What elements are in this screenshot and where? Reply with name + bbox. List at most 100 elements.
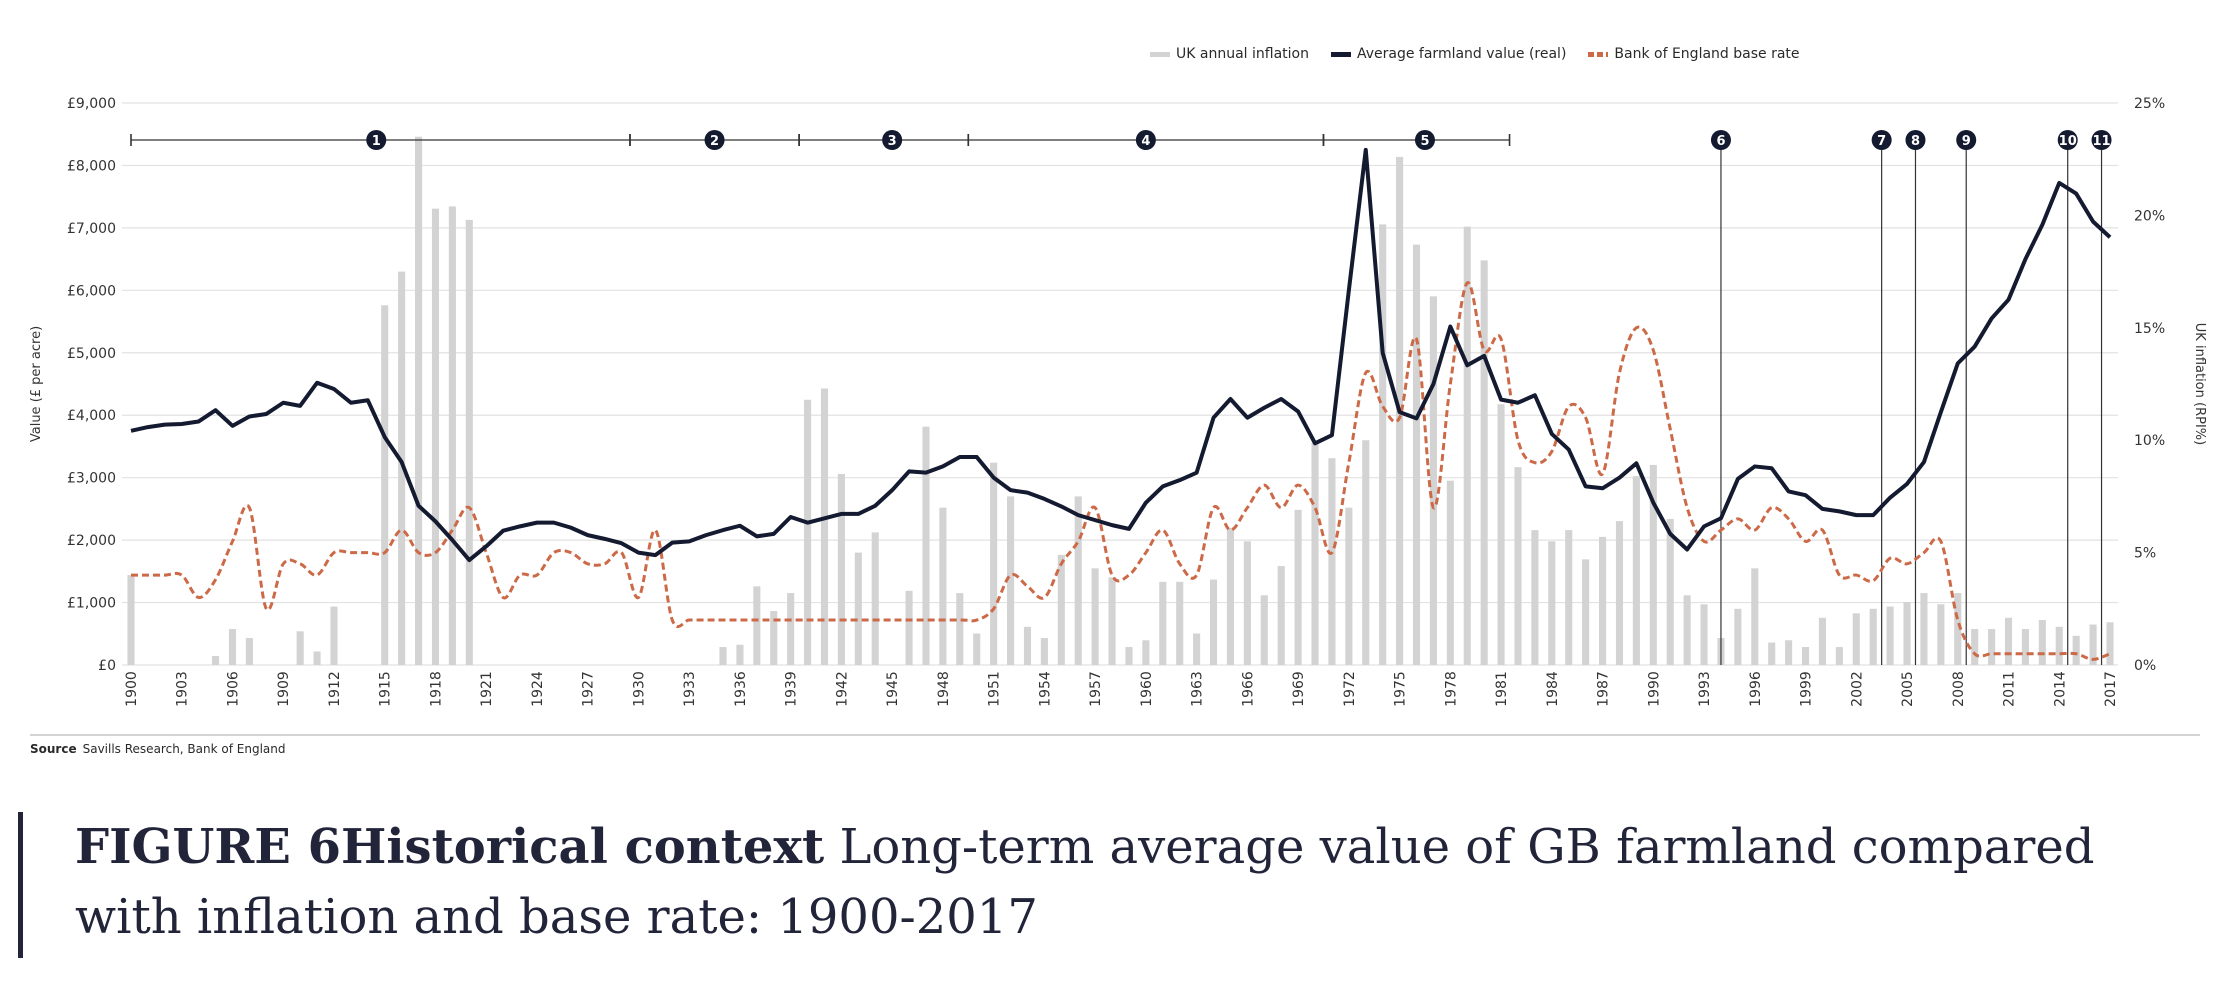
x-tick-label: 1939 [784, 671, 800, 707]
x-tick-label: 1930 [631, 671, 647, 707]
legend-label-farmland: Average farmland value (real) [1356, 46, 1567, 62]
y-left-tick-label: £1,000 [67, 596, 116, 612]
y-left-tick-label: £7,000 [67, 221, 116, 237]
y-right-tick-label: 25% [2134, 96, 2165, 112]
inflation-bar [1125, 647, 1133, 665]
period-marker-label: 8 [1911, 134, 1920, 149]
series-base-rate-line [130, 281, 2111, 661]
x-tick-label: 1963 [1190, 671, 1206, 707]
x-tick-label: 1912 [327, 671, 343, 707]
y-right-tick-label: 0% [2134, 658, 2156, 674]
x-tick-label: 1942 [834, 671, 850, 707]
inflation-bar [1311, 442, 1319, 665]
inflation-bar [1548, 541, 1556, 665]
inflation-bar [736, 644, 744, 665]
inflation-bar [313, 651, 321, 665]
inflation-bar [854, 552, 862, 665]
inflation-bar [1463, 226, 1471, 665]
inflation-bar [1649, 464, 1657, 665]
x-tick-label: 1984 [1545, 671, 1561, 707]
x-tick-label: 1921 [479, 671, 495, 707]
inflation-bar [1074, 496, 1082, 665]
inflation-bar [905, 590, 913, 665]
x-tick-label: 1975 [1393, 671, 1409, 707]
inflation-bar [1193, 633, 1201, 665]
inflation-bar [2021, 629, 2029, 665]
x-tick-label: 2005 [1900, 671, 1916, 707]
figure-title-rest: Long-term average value of GB farmland c… [75, 819, 2095, 945]
x-tick-label: 1933 [682, 671, 698, 707]
inflation-bar [990, 462, 998, 665]
y-right-tick-label: 5% [2134, 546, 2156, 562]
inflation-bar [1007, 496, 1015, 665]
inflation-bar [448, 206, 456, 665]
inflation-bar [1294, 509, 1302, 665]
y-left-tick-label: £4,000 [67, 408, 116, 424]
inflation-bar [1176, 581, 1184, 665]
y-left-tick-label: £6,000 [67, 283, 116, 299]
inflation-bar [1514, 467, 1522, 665]
source-text: Savills Research, Bank of England [82, 742, 286, 756]
inflation-bar [1379, 224, 1387, 665]
inflation-bar [1683, 595, 1691, 665]
period-marker-label: 10 [2059, 134, 2077, 149]
source-label: Source [30, 742, 77, 756]
inflation-bar [1582, 559, 1590, 665]
inflation-bar [871, 532, 879, 665]
inflation-bar [922, 426, 930, 665]
period-marker-label: 1 [372, 134, 381, 149]
figure-title: FIGURE 6Historical context Long-term ave… [75, 812, 2175, 952]
x-tick-label: 2017 [2103, 671, 2119, 707]
x-tick-label: 1945 [885, 671, 901, 707]
inflation-bar [1480, 260, 1488, 665]
legend-swatch-farmland [1330, 51, 1351, 57]
y-left-tick-label: £8,000 [67, 158, 116, 174]
inflation-bar [228, 629, 237, 665]
period-marker-circle [1710, 130, 1731, 150]
x-tick-label: 1990 [1646, 671, 1662, 707]
x-tick-label: 1972 [1342, 671, 1358, 707]
inflation-bar [770, 611, 778, 665]
legend-item-inflation: UK annual inflation [1150, 46, 1309, 62]
period-marker-circle [2091, 130, 2112, 150]
inflation-bar [1666, 518, 1674, 665]
inflation-bar [2089, 624, 2097, 665]
inflation-bar [956, 593, 964, 665]
period-marker-circle [1905, 130, 1926, 150]
inflation-bar [245, 638, 253, 665]
inflation-bar [837, 473, 845, 665]
inflation-bar [1345, 507, 1353, 665]
y-left-axis-title: Value (£ per acre) [29, 326, 44, 442]
inflation-bar [1243, 541, 1251, 665]
inflation-bar [1903, 602, 1911, 665]
inflation-bar [431, 208, 440, 665]
period-marker-circle [882, 130, 903, 150]
x-tick-label: 1987 [1596, 671, 1612, 707]
x-tick-label: 1993 [1697, 671, 1713, 707]
y-left-tick-label: £9,000 [67, 96, 116, 112]
inflation-bar [1226, 527, 1234, 665]
inflation-bar [1040, 638, 1048, 665]
x-tick-label: 2011 [2002, 671, 2018, 707]
inflation-bar [1785, 640, 1793, 665]
inflation-bar [1429, 296, 1437, 665]
x-tick-label: 1960 [1139, 671, 1155, 707]
inflation-bar [787, 593, 795, 665]
inflation-bar [1531, 530, 1539, 665]
x-tick-label: 1909 [276, 671, 292, 707]
inflation-bar [1599, 536, 1607, 665]
inflation-bar [820, 388, 829, 665]
x-tick-label: 1918 [428, 671, 444, 707]
inflation-bar [212, 656, 220, 665]
period-marker-label: 9 [1962, 134, 1971, 149]
x-tick-label: 1966 [1240, 671, 1256, 707]
inflation-bar [1954, 593, 1962, 665]
legend: UK annual inflation Average farmland val… [1150, 46, 2150, 62]
period-marker-circle [1871, 130, 1892, 150]
x-tick-label: 2014 [2052, 671, 2068, 707]
inflation-bar [1937, 604, 1945, 665]
y-left-tick-label: £5,000 [67, 346, 116, 362]
inflation-bar [398, 271, 406, 665]
inflation-bar [1057, 554, 1065, 665]
series-farmland-line [130, 147, 2112, 563]
